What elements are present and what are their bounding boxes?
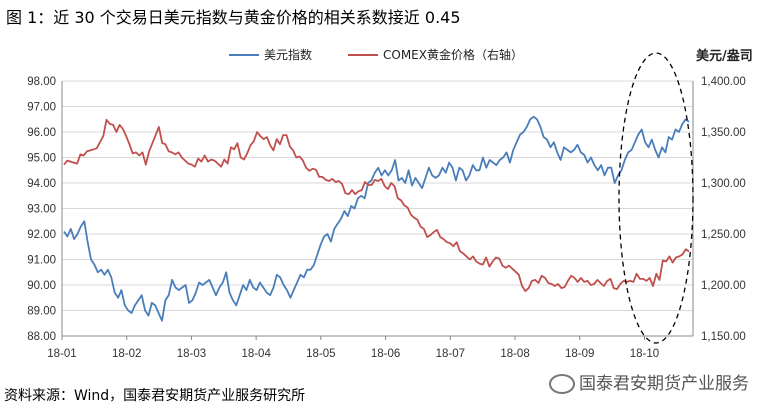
y-right-tick-label: 1,300.00 xyxy=(701,178,746,190)
watermark: 国泰君安期货产业服务 xyxy=(549,369,749,394)
y-right-tick-label: 1,250.00 xyxy=(701,229,746,241)
chart: 88.00 89.00 90.00 91.00 92.00 93.00 94.00 95.00… xyxy=(27,47,753,360)
highlight-ellipse xyxy=(618,52,694,344)
legend-label-usd-index: 美元指数 xyxy=(264,47,312,62)
y-left-tick-label: 88.00 xyxy=(27,331,56,343)
figure-title: 图 1：近 30 个交易日美元指数与黄金价格的相关系数接近 0.45 xyxy=(6,8,461,27)
right-axis-unit-label: 美元/盎司 xyxy=(696,48,753,64)
y-left-tick-label: 92.00 xyxy=(27,229,56,241)
y-left-tick-label: 90.00 xyxy=(27,280,56,292)
x-tick-label: 18-06 xyxy=(371,348,400,360)
series-line-comex-gold xyxy=(63,118,690,293)
y-right-tick-label: 1,200.00 xyxy=(701,280,746,292)
watermark-text: 国泰君安期货产业服务 xyxy=(579,374,749,394)
y-left-tick-label: 96.00 xyxy=(27,127,56,139)
source-note: 资料来源：Wind，国泰君安期货产业服务研究所 xyxy=(4,388,306,404)
y-left-tick-label: 89.00 xyxy=(27,306,56,318)
x-tick-label: 18-08 xyxy=(500,348,529,360)
y-left-tick-label: 98.00 xyxy=(27,76,56,88)
y-right-tick-label: 1,350.00 xyxy=(701,127,746,139)
x-tick-label: 18-03 xyxy=(177,348,206,360)
x-tick-label: 18-04 xyxy=(241,348,271,360)
x-tick-label: 18-02 xyxy=(112,348,141,360)
y-left-tick-label: 93.00 xyxy=(27,204,56,216)
y-left-tick-label: 91.00 xyxy=(27,255,56,267)
y-left-tick-label: 94.00 xyxy=(27,178,56,190)
x-tick-label: 18-10 xyxy=(630,348,659,360)
series-line-usd-index xyxy=(63,115,690,322)
x-tick-label: 18-07 xyxy=(436,348,465,360)
x-tick-label: 18-01 xyxy=(47,348,76,360)
x-tick-label: 18-05 xyxy=(306,348,335,360)
legend-label-comex-gold: COMEX黄金价格（右轴） xyxy=(383,47,523,62)
y-right-tick-label: 1,400.00 xyxy=(701,76,746,88)
y-left-tick-label: 97.00 xyxy=(27,102,56,114)
wechat-logo-icon xyxy=(549,374,575,394)
title-bar: 图 1：近 30 个交易日美元指数与黄金价格的相关系数接近 0.45 xyxy=(0,0,771,28)
y-right-tick-label: 1,150.00 xyxy=(701,331,746,343)
y-left-tick-label: 95.00 xyxy=(27,153,56,165)
x-tick-label: 18-09 xyxy=(565,348,594,360)
